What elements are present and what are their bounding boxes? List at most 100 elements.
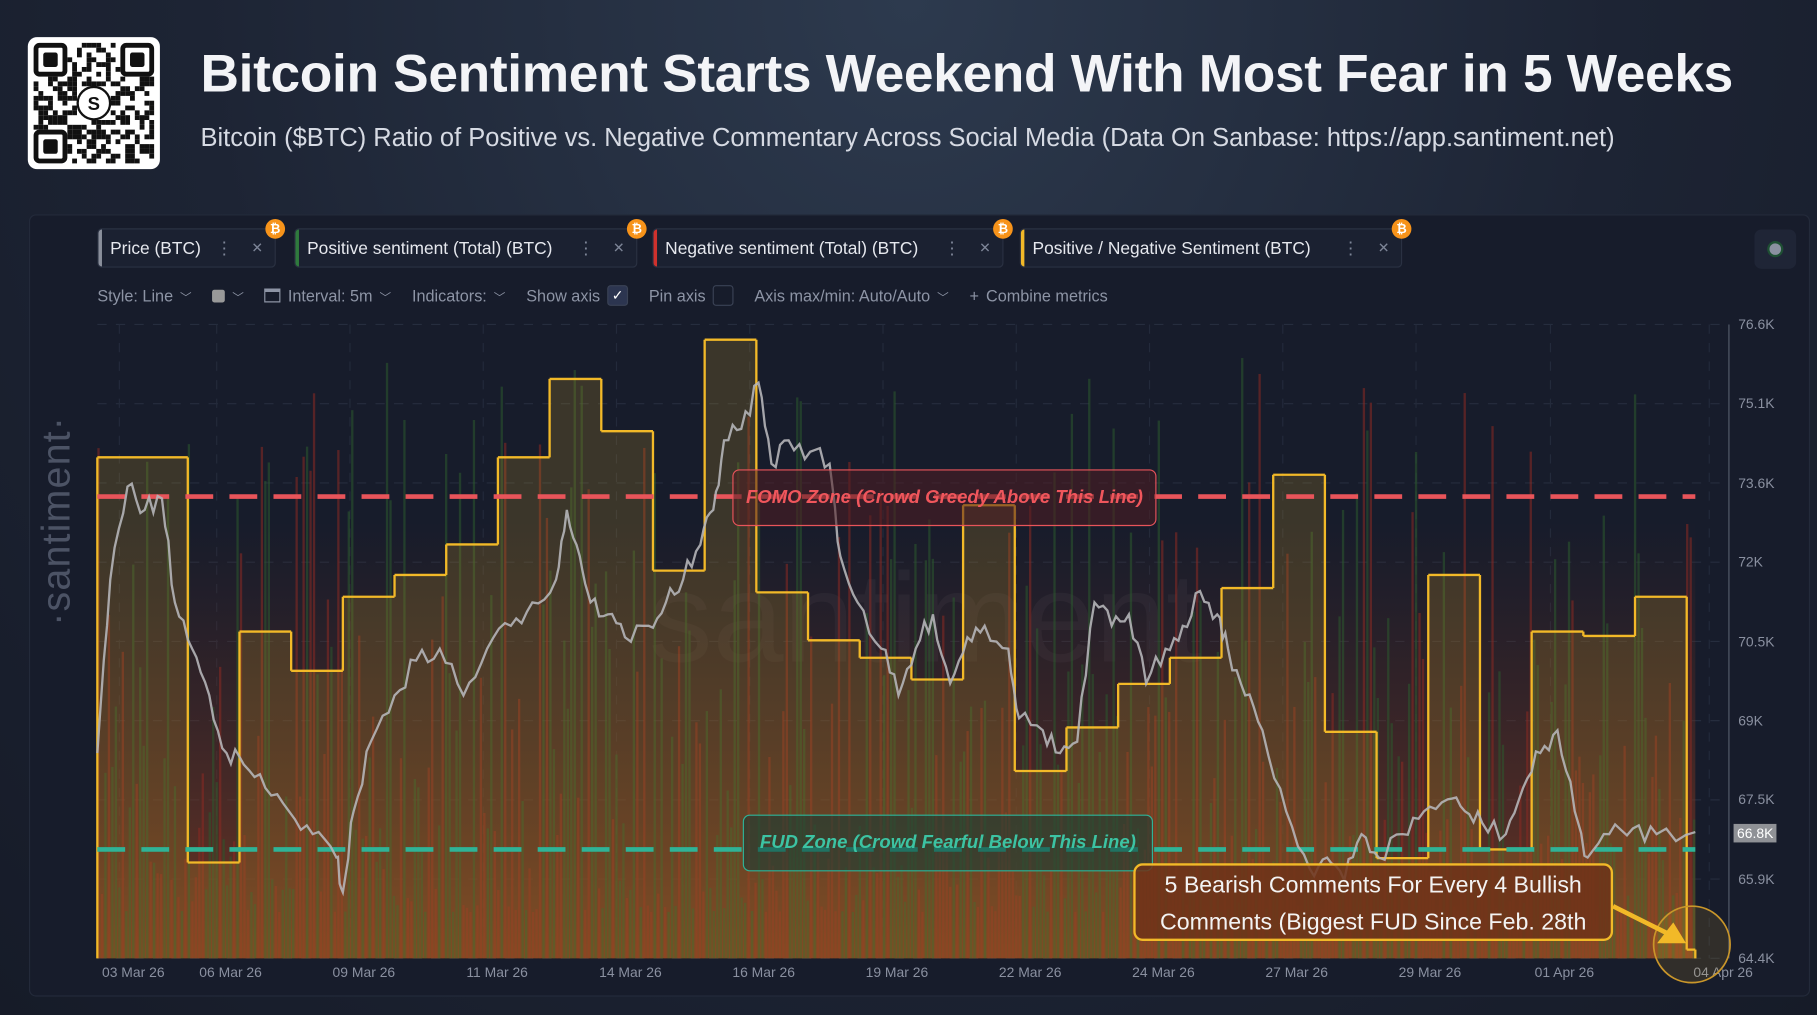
positive-sentiment-bar (1338, 616, 1341, 959)
negative-sentiment-bar (1362, 388, 1366, 959)
negative-sentiment-bar (698, 743, 702, 959)
qr-module (67, 57, 73, 63)
positive-sentiment-bar (757, 502, 761, 959)
negative-sentiment-bar (848, 461, 851, 959)
show-axis-checkbox[interactable]: ✓ (607, 285, 628, 306)
qr-module (38, 120, 44, 125)
qr-module (81, 148, 87, 154)
qr-module (139, 144, 145, 149)
positive-sentiment-bar (128, 807, 131, 959)
negative-sentiment-bar (514, 909, 517, 959)
interval-dropdown[interactable]: Interval: 5m ﹀ (264, 286, 391, 305)
qr-finder (33, 42, 68, 77)
positive-sentiment-bar (639, 907, 642, 959)
negative-sentiment-bar (597, 888, 601, 959)
negative-sentiment-bar (535, 909, 538, 959)
color-dropdown[interactable]: ﹀ (212, 287, 244, 304)
metric-tab-sentiment-ratio[interactable]: Positive / Negative Sentiment (BTC) ⋮ ✕ … (1019, 219, 1412, 268)
negative-sentiment-bar (921, 911, 924, 959)
qr-module (38, 91, 44, 96)
negative-sentiment-bar (319, 891, 323, 959)
pin-axis-checkbox[interactable] (712, 285, 734, 306)
negative-sentiment-bar (625, 897, 629, 959)
negative-sentiment-bar (1421, 658, 1425, 959)
positive-sentiment-bar (952, 597, 955, 959)
qr-module (120, 76, 126, 82)
positive-sentiment-bar (1095, 892, 1098, 959)
x-tick-label: 22 Mar 26 (998, 964, 1062, 981)
positive-sentiment-bar (500, 386, 503, 959)
positive-sentiment-bar (1046, 911, 1049, 959)
qr-module (134, 86, 140, 92)
calendar-icon (264, 288, 281, 303)
positive-sentiment-bar (799, 401, 802, 959)
qr-module (67, 144, 73, 149)
qr-module (149, 148, 155, 154)
qr-module (144, 148, 150, 154)
positive-sentiment-bar (903, 901, 907, 959)
live-status-button[interactable] (1754, 229, 1797, 269)
pin-axis-toggle[interactable]: Pin axis (649, 285, 734, 306)
metric-tab-positive-sentiment[interactable]: Positive sentiment (Total) (BTC) ⋮ ✕ ₿ (294, 219, 647, 268)
negative-sentiment-bar (816, 843, 820, 959)
last-price-label: 66.8K (1733, 823, 1777, 843)
positive-sentiment-bar (1376, 697, 1379, 959)
style-label: Style: Line (97, 286, 174, 305)
positive-sentiment-bar (1606, 623, 1609, 959)
indicators-dropdown[interactable]: Indicators: ﹀ (412, 286, 505, 305)
qr-module (101, 148, 106, 154)
positive-sentiment-bar (629, 889, 632, 959)
positive-sentiment-bar (681, 763, 684, 959)
close-icon[interactable]: ✕ (1377, 239, 1390, 257)
qr-module (67, 129, 73, 135)
qr-module (62, 91, 68, 96)
more-options-icon[interactable]: ⋮ (215, 238, 233, 259)
positive-sentiment-bar (632, 550, 636, 959)
qr-module (76, 148, 82, 154)
close-icon[interactable]: ✕ (612, 239, 625, 257)
more-options-icon[interactable]: ⋮ (1341, 238, 1360, 259)
more-options-icon[interactable]: ⋮ (943, 238, 961, 259)
qr-module (48, 81, 53, 87)
positive-sentiment-bar (865, 613, 868, 959)
negative-sentiment-bar (427, 767, 430, 959)
qr-module (76, 47, 82, 53)
qr-module (72, 158, 77, 164)
positive-sentiment-bar (458, 472, 462, 959)
negative-sentiment-bar (1258, 373, 1261, 959)
positive-sentiment-bar (844, 867, 848, 959)
combine-metrics-button[interactable]: + Combine metrics (970, 286, 1108, 305)
qr-module (144, 100, 150, 106)
qr-module (72, 76, 77, 82)
metric-tab-negative-sentiment[interactable]: Negative sentiment (Total) (BTC) ⋮ ✕ ₿ (652, 219, 1013, 268)
negative-sentiment-bar (1029, 505, 1032, 959)
close-icon[interactable]: ✕ (251, 239, 264, 257)
qr-module (149, 110, 155, 116)
qr-module (105, 134, 111, 140)
show-axis-toggle[interactable]: Show axis ✓ (526, 285, 628, 306)
qr-module (91, 139, 97, 145)
negative-sentiment-bar (1018, 895, 1021, 959)
positive-sentiment-bar (271, 879, 274, 959)
positive-sentiment-bar (1088, 378, 1091, 959)
qr-module (134, 110, 140, 116)
negative-sentiment-bar (611, 819, 615, 959)
positive-sentiment-bar (146, 461, 149, 959)
close-icon[interactable]: ✕ (979, 239, 991, 257)
positive-sentiment-bar (132, 564, 135, 959)
axis-minmax-dropdown[interactable]: Axis max/min: Auto/Auto ﹀ (754, 286, 948, 305)
metric-tab-price[interactable]: Price (BTC) ⋮ ✕ ₿ (97, 219, 286, 268)
style-dropdown[interactable]: Style: Line ﹀ (97, 286, 191, 305)
negative-sentiment-bar (511, 729, 514, 959)
more-options-icon[interactable]: ⋮ (577, 238, 595, 259)
negative-sentiment-bar (938, 843, 941, 959)
qr-module (149, 76, 155, 82)
negative-sentiment-bar (201, 773, 204, 959)
positive-sentiment-bar (733, 580, 736, 959)
qr-module (62, 115, 68, 121)
positive-sentiment-bar (455, 730, 458, 959)
qr-module (91, 134, 97, 140)
qr-module (110, 57, 116, 63)
positive-sentiment-bar (1487, 692, 1491, 959)
qr-module (33, 81, 39, 87)
